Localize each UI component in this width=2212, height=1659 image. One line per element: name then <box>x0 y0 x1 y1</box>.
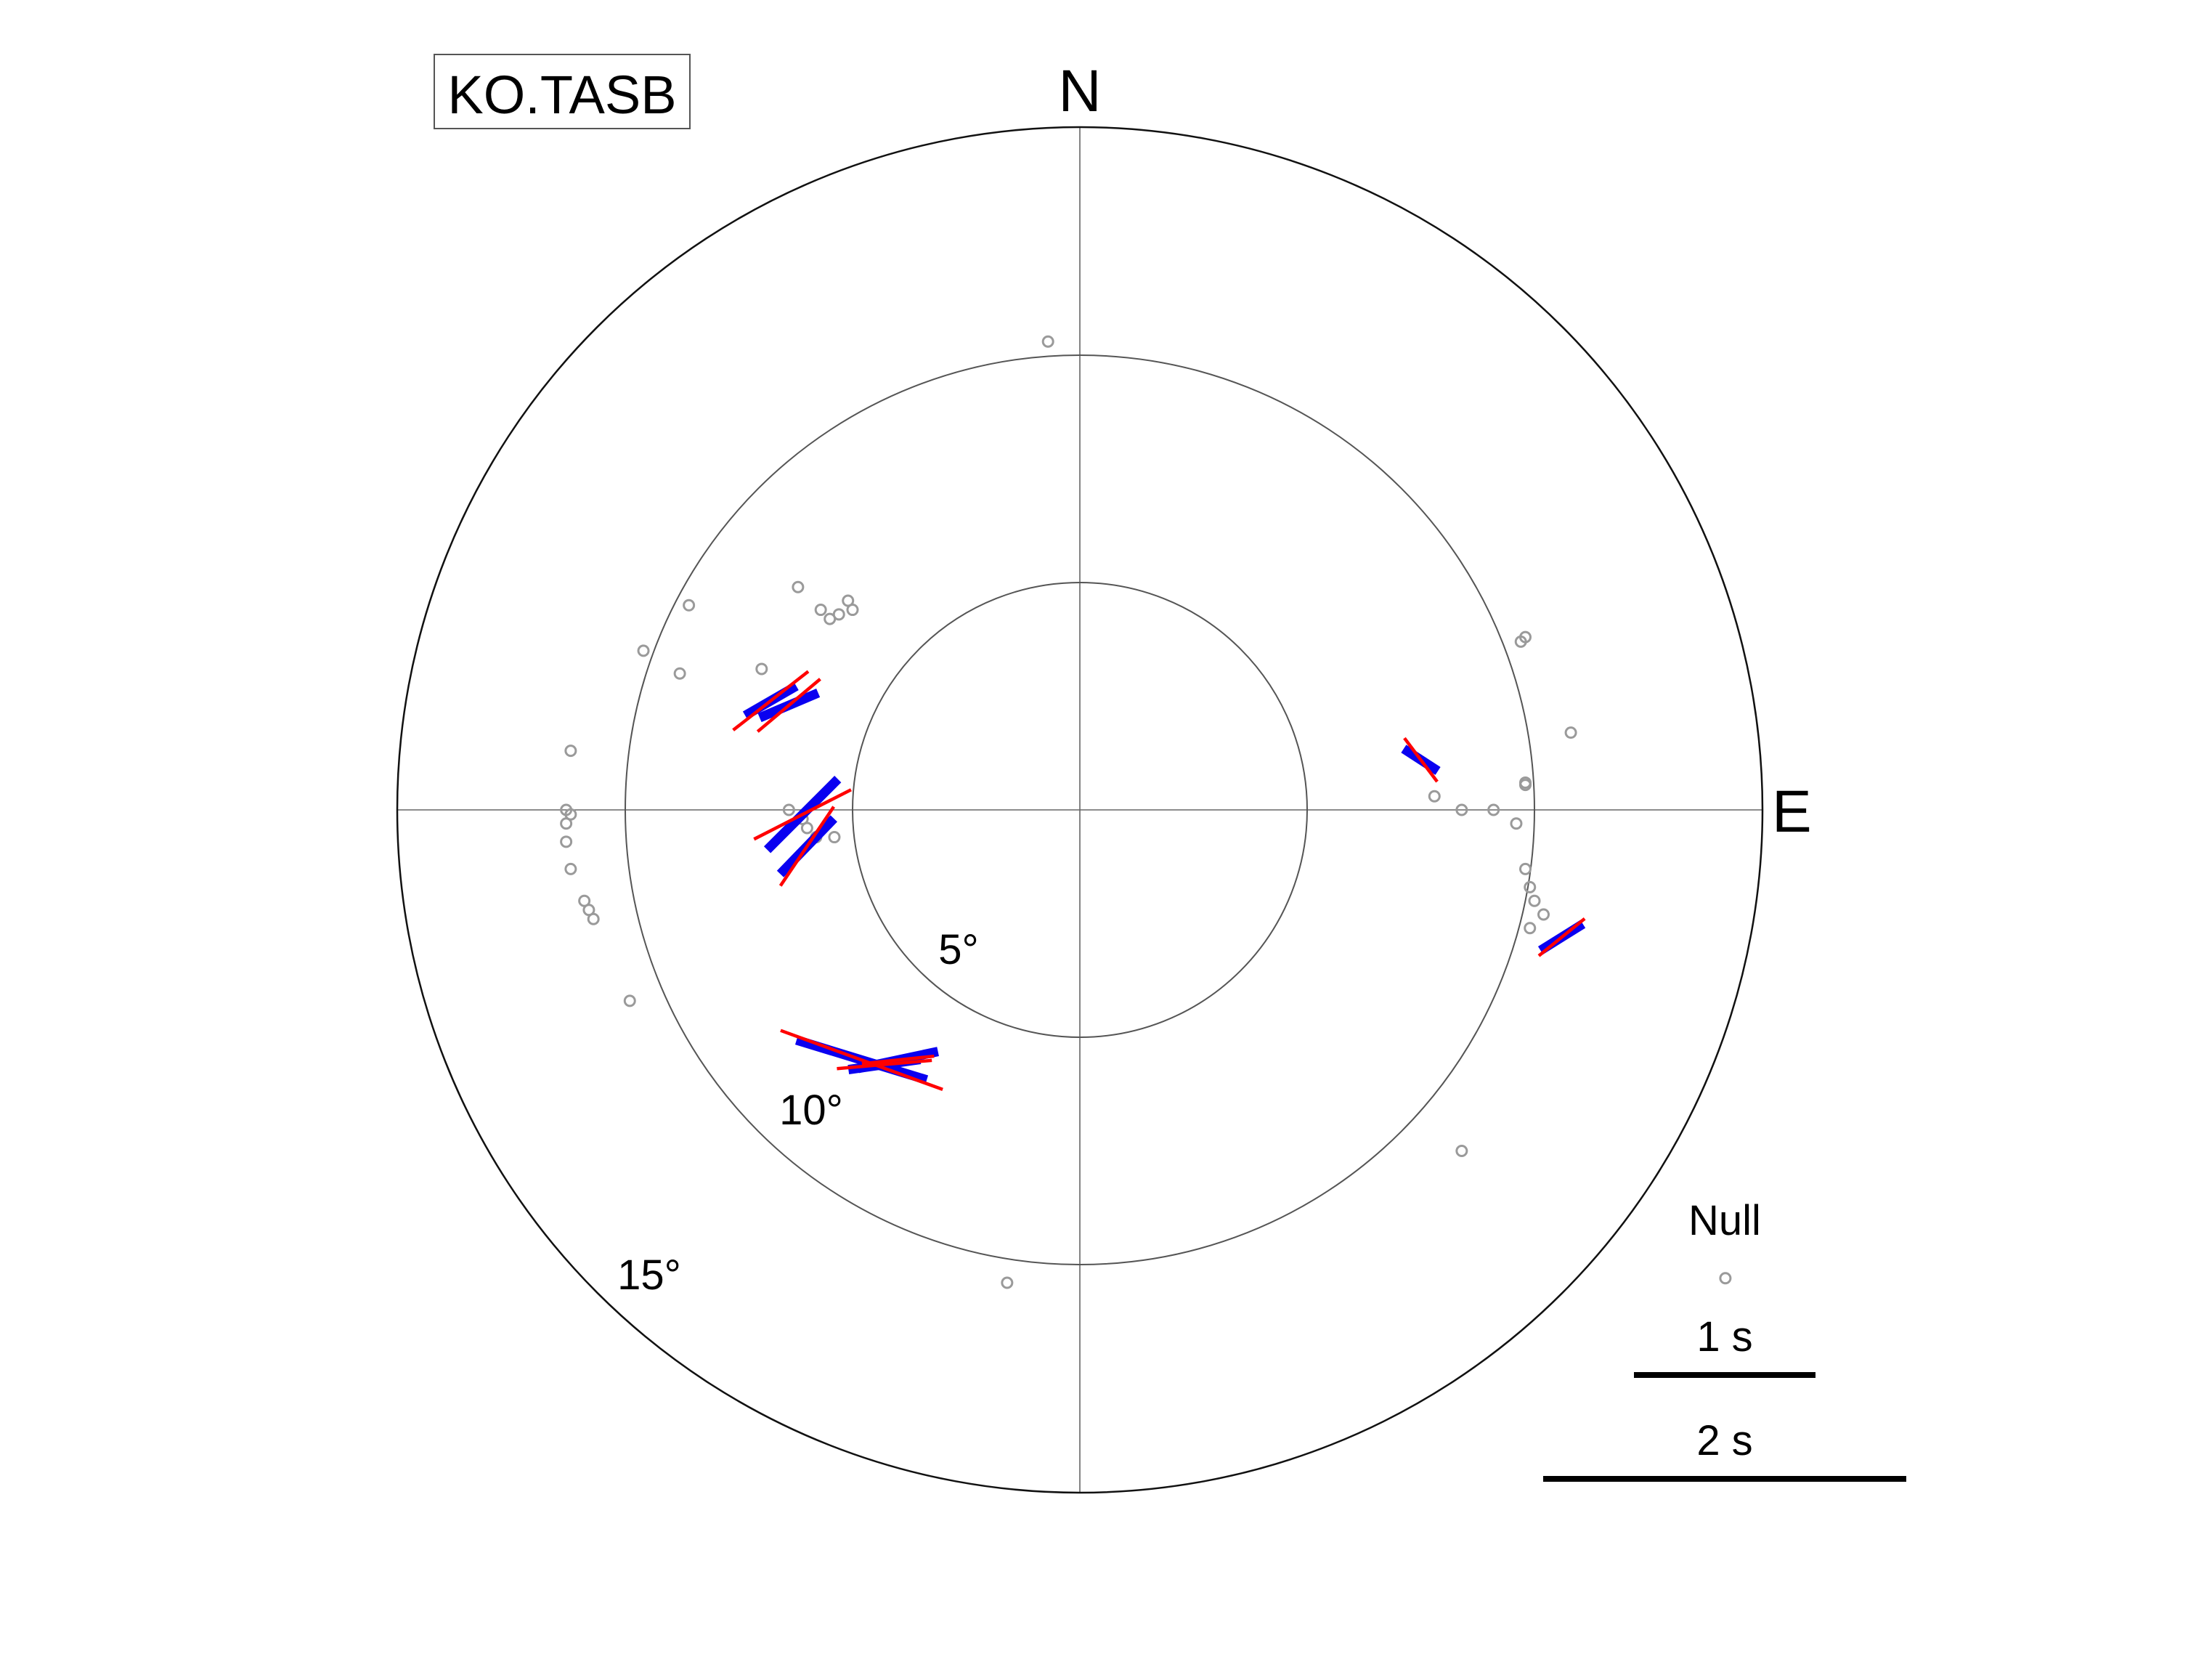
ring-label-15: 15° <box>617 1252 681 1299</box>
null-marker <box>560 835 573 848</box>
splitting-measurements <box>732 670 1586 1092</box>
split-bar-red <box>1537 917 1586 957</box>
legend-null-marker <box>1719 1272 1732 1285</box>
split-bar-red <box>780 1029 943 1092</box>
ring-10-deg <box>625 354 1535 1265</box>
split-bar-red <box>732 670 810 731</box>
null-marker <box>1455 803 1468 816</box>
ring-15-deg <box>396 126 1764 1494</box>
null-marker <box>824 612 837 625</box>
split-bar-red <box>778 806 835 887</box>
null-marker <box>1518 779 1532 792</box>
null-marker <box>782 803 795 816</box>
ring-5-deg <box>852 582 1308 1038</box>
null-marker <box>1524 922 1537 935</box>
split-bar-red <box>861 1054 935 1066</box>
null-marker <box>814 604 827 617</box>
station-label: KO.TASB <box>447 65 676 125</box>
null-marker <box>683 599 696 612</box>
null-marker <box>755 662 768 676</box>
legend: Null 1 s 2 s <box>1543 1197 1906 1482</box>
null-marker <box>673 667 686 680</box>
split-bar-red <box>1403 737 1439 783</box>
legend-scale-1s-label: 1 s <box>1696 1313 1752 1360</box>
null-marker <box>564 862 577 875</box>
east-label: E <box>1772 779 1812 845</box>
null-marker <box>623 994 636 1007</box>
north-label: N <box>1058 58 1101 124</box>
null-marker <box>828 831 841 844</box>
null-marker <box>1455 1145 1468 1157</box>
null-marker <box>1428 790 1441 803</box>
null-marker <box>1001 1276 1014 1289</box>
split-bar-red <box>837 1058 932 1071</box>
ring-label-5: 5° <box>938 926 978 973</box>
legend-scale-2s-label: 2 s <box>1696 1417 1752 1464</box>
ring-label-10: 10° <box>779 1087 843 1134</box>
null-marker <box>560 817 573 830</box>
null-marker <box>792 580 805 593</box>
null-marker <box>1537 908 1550 921</box>
legend-null-marker-group <box>1719 1272 1732 1285</box>
null-marker <box>1524 880 1537 893</box>
null-marker <box>1041 335 1054 348</box>
null-marker <box>1510 817 1523 830</box>
null-measurements <box>560 335 1577 1289</box>
null-marker <box>1528 894 1541 907</box>
null-marker <box>1564 726 1577 739</box>
null-marker <box>846 604 859 617</box>
null-marker <box>564 745 577 758</box>
station-label-box <box>434 54 691 129</box>
split-bar-red <box>756 678 821 733</box>
null-marker <box>587 912 600 925</box>
null-marker <box>637 644 650 657</box>
null-marker <box>800 822 813 835</box>
null-marker <box>1518 862 1532 875</box>
legend-null-label: Null <box>1688 1197 1761 1244</box>
null-marker <box>1487 803 1500 816</box>
null-marker <box>1518 630 1532 644</box>
split-bar-red <box>753 788 852 841</box>
